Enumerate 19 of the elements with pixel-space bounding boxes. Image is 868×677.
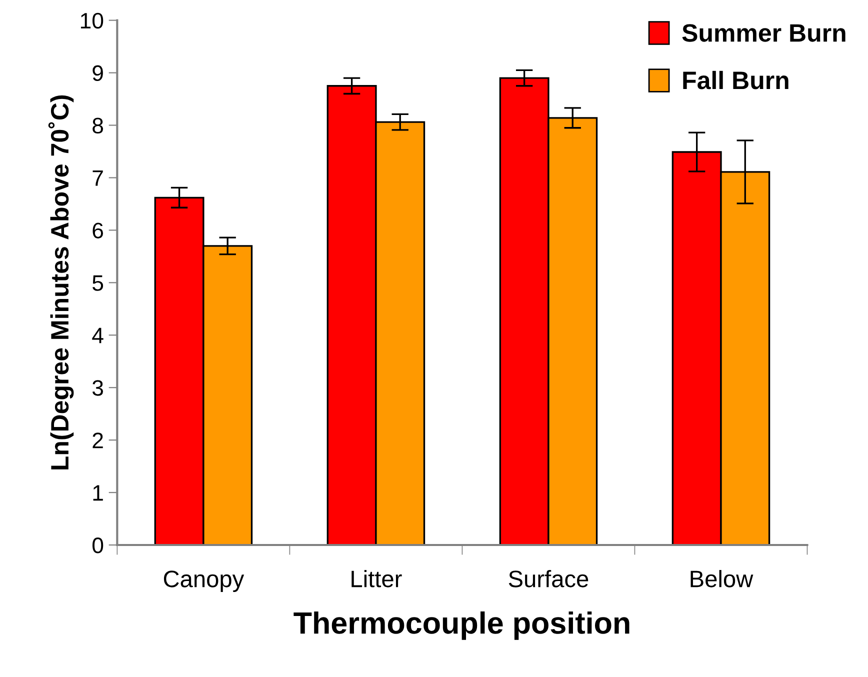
x-tick-label: Below xyxy=(690,570,754,588)
y-tick-label: 8 xyxy=(92,118,104,134)
legend-label: Summer Burn xyxy=(682,24,846,42)
x-tick-label: Canopy xyxy=(164,570,244,592)
y-tick-label: 9 xyxy=(92,65,103,82)
y-axis-title: Ln(Degree Minutes Above 70˚C) xyxy=(48,95,74,470)
x-tick-label: Litter xyxy=(352,570,402,588)
y-tick-label: 1 xyxy=(93,485,103,501)
y-tick-label: 5 xyxy=(92,275,104,291)
y-tick-label: 2 xyxy=(92,432,103,448)
y-tick-label: 0 xyxy=(92,538,104,554)
legend-label: Fall Burn xyxy=(683,70,788,90)
y-tick-label: 4 xyxy=(92,328,104,344)
x-axis-title: Thermocouple position xyxy=(294,611,630,640)
y-tick-label: 10 xyxy=(80,12,104,29)
x-tick-label: Surface xyxy=(508,570,588,588)
y-tick-label: 3 xyxy=(92,380,104,396)
y-tick-label: 6 xyxy=(92,222,104,238)
y-tick-label: 7 xyxy=(92,170,103,186)
